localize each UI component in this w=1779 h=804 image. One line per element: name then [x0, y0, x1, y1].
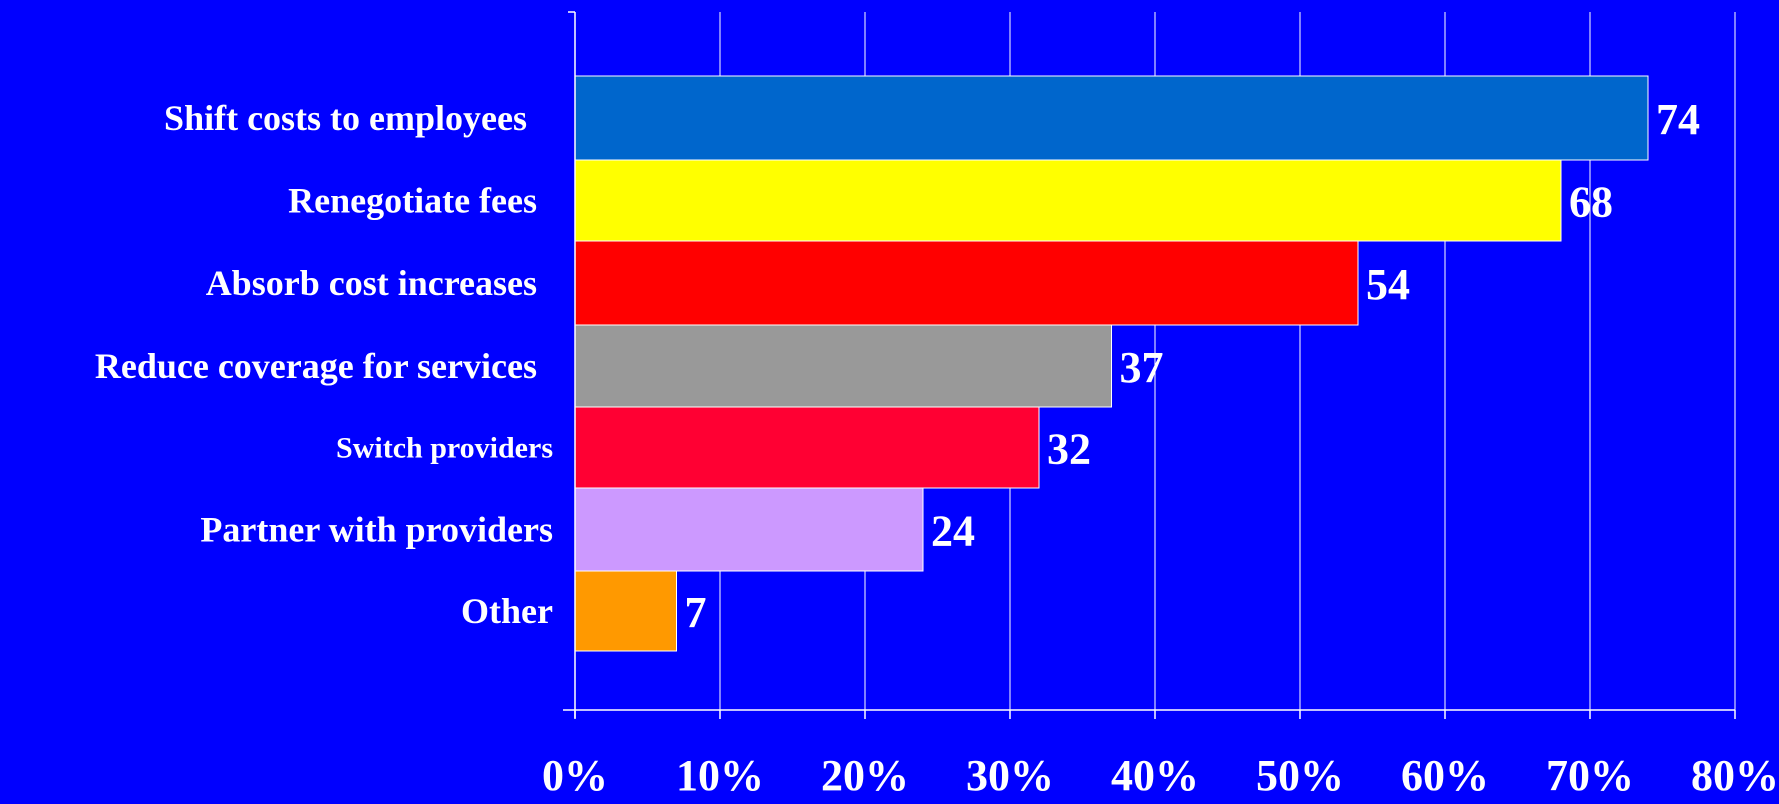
bar: [574, 159, 1562, 242]
data-label: 68: [1569, 178, 1613, 227]
category-label: Shift costs to employees: [164, 98, 527, 138]
data-label: 74: [1656, 95, 1700, 144]
bar: [574, 75, 1649, 161]
bar: [574, 406, 1040, 489]
axes: [563, 11, 1736, 719]
x-tick-label: 70%: [1546, 751, 1634, 799]
bar: [574, 324, 1112, 408]
category-label: Reduce coverage for services: [95, 346, 537, 386]
bar: [574, 240, 1359, 326]
x-tick-label: 0%: [542, 751, 608, 799]
category-label: Switch providers: [336, 432, 553, 465]
data-label: 37: [1120, 343, 1164, 392]
data-label: 7: [685, 588, 707, 637]
data-label: 54: [1366, 260, 1410, 309]
bar: [574, 570, 677, 652]
x-tick-label: 50%: [1256, 751, 1344, 799]
category-label: Renegotiate fees: [288, 181, 537, 221]
x-tick-label: 40%: [1111, 751, 1199, 799]
bars: [574, 75, 1649, 652]
category-label: Absorb cost increases: [206, 263, 537, 303]
x-tick-label: 30%: [966, 751, 1054, 799]
data-label: 24: [931, 507, 975, 556]
x-tick-label: 20%: [821, 751, 909, 799]
x-tick-label: 10%: [676, 751, 764, 799]
x-tick-label: 80%: [1691, 751, 1779, 799]
category-label: Other: [461, 591, 553, 631]
data-label: 32: [1047, 425, 1091, 474]
x-tick-label: 60%: [1401, 751, 1489, 799]
labels: 0% 10% 20% 30% 40% 50% 60% 70% 80% Shift costs to…: [95, 95, 1779, 800]
bar: [574, 487, 924, 572]
category-label: Partner with providers: [200, 510, 553, 550]
